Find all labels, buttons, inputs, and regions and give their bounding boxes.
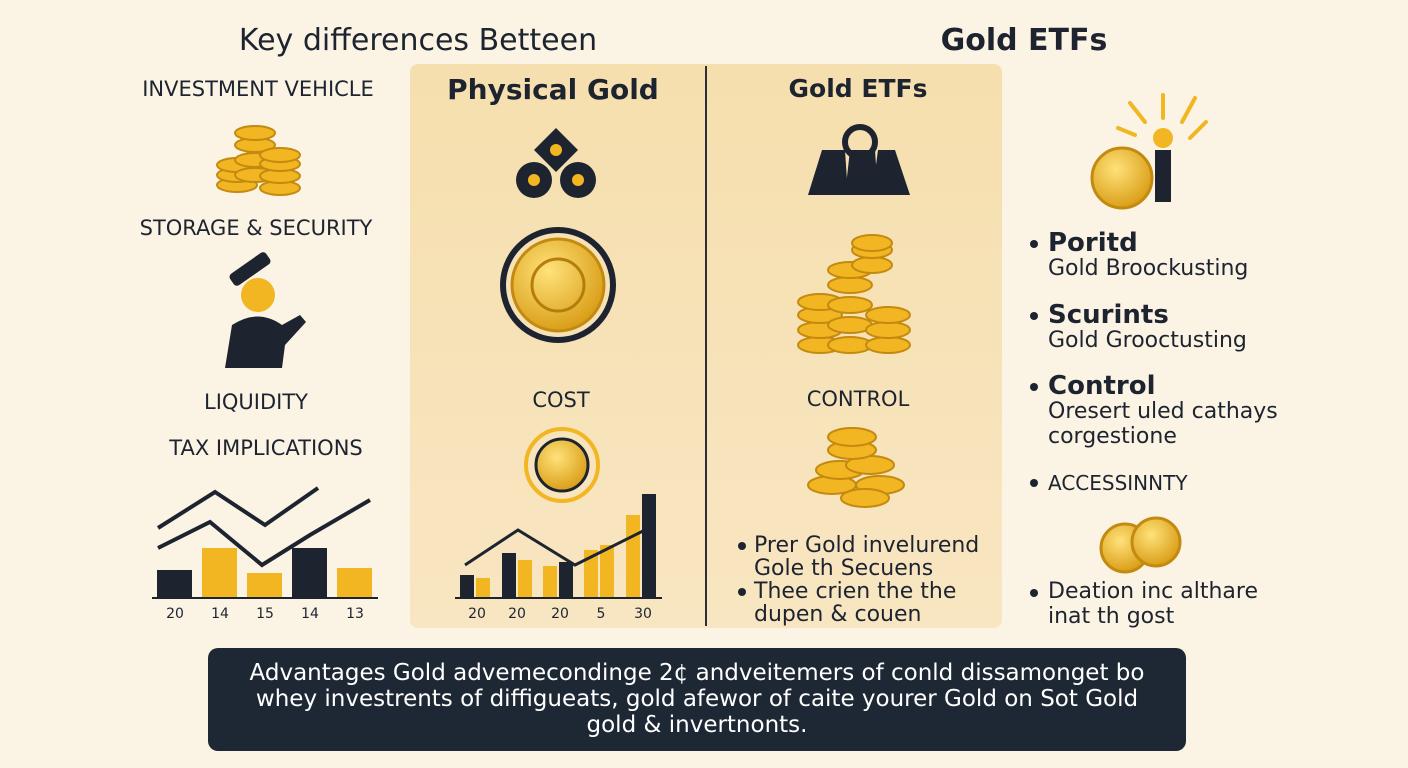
title-right: Gold ETFs [940, 23, 1108, 58]
title-left: Key differences Betteen [238, 23, 598, 58]
item-title: Poritd [1048, 228, 1138, 258]
cost-coin-icon [524, 427, 600, 503]
item-text: Gold Broockusting [1048, 256, 1249, 281]
column-label: CONTROL [806, 387, 910, 411]
three-circle-icon [516, 128, 596, 198]
column-title: Gold ETFs [788, 74, 928, 103]
row-label: STORAGE & SECURITY [139, 216, 373, 240]
center-mini-chart [455, 494, 662, 599]
footer-text: whey investrents of diffigueats, gold af… [255, 686, 1139, 712]
column-title: Physical Gold [447, 73, 659, 106]
chart-label: 14 [301, 606, 319, 622]
bullet-text: Gole th Secuens [754, 556, 934, 581]
column-label: COST [532, 388, 590, 412]
row-label: TAX IMPLICATIONS [169, 436, 363, 460]
item-title: Control [1048, 371, 1156, 401]
footer-text: Advantages Gold advemecondinge 2¢ andvei… [249, 660, 1145, 686]
bag-icon [808, 124, 910, 195]
bullet-text: dupen & couen [754, 602, 922, 627]
bullet-text: Thee crien the the [754, 579, 957, 604]
person-icon [225, 252, 306, 368]
item-title: Scurints [1048, 300, 1169, 330]
chart-label: 20 [468, 606, 486, 622]
item-text: inat th gost [1048, 604, 1175, 629]
item-text: Gold Grooctusting [1048, 328, 1247, 353]
chart-label: 30 [634, 606, 652, 622]
item-text: Deation inc althare [1048, 579, 1258, 604]
chart-label: 14 [211, 606, 229, 622]
chart-label: 5 [596, 606, 606, 622]
row-label: LIQUIDITY [203, 390, 309, 414]
left-mini-chart [152, 486, 378, 599]
bullets [738, 240, 1038, 597]
chart-label: 20 [508, 606, 526, 622]
item-text: Oresert uled cathays [1048, 399, 1278, 424]
bullet-text: Prer Gold invelurend [754, 533, 980, 558]
chart-label: 20 [551, 606, 569, 622]
chart-label: 20 [166, 606, 184, 622]
idea-coin-icon [1090, 93, 1208, 210]
coin-pile-icon [807, 427, 905, 508]
footer-box [208, 648, 1186, 751]
chart-label: 15 [256, 606, 274, 622]
coin-stack-icon [216, 125, 301, 196]
etf-coin-stack-icon [797, 234, 911, 354]
item-title: ACCESSINNTY [1048, 471, 1188, 495]
item-text: corgestione [1048, 424, 1177, 449]
coin-pair-icon [1099, 516, 1182, 574]
footer-text: gold & invertnonts. [586, 712, 808, 738]
row-label: INVESTMENT VEHICLE [142, 77, 374, 101]
big-coin-icon [500, 227, 616, 343]
chart-label: 13 [346, 606, 364, 622]
